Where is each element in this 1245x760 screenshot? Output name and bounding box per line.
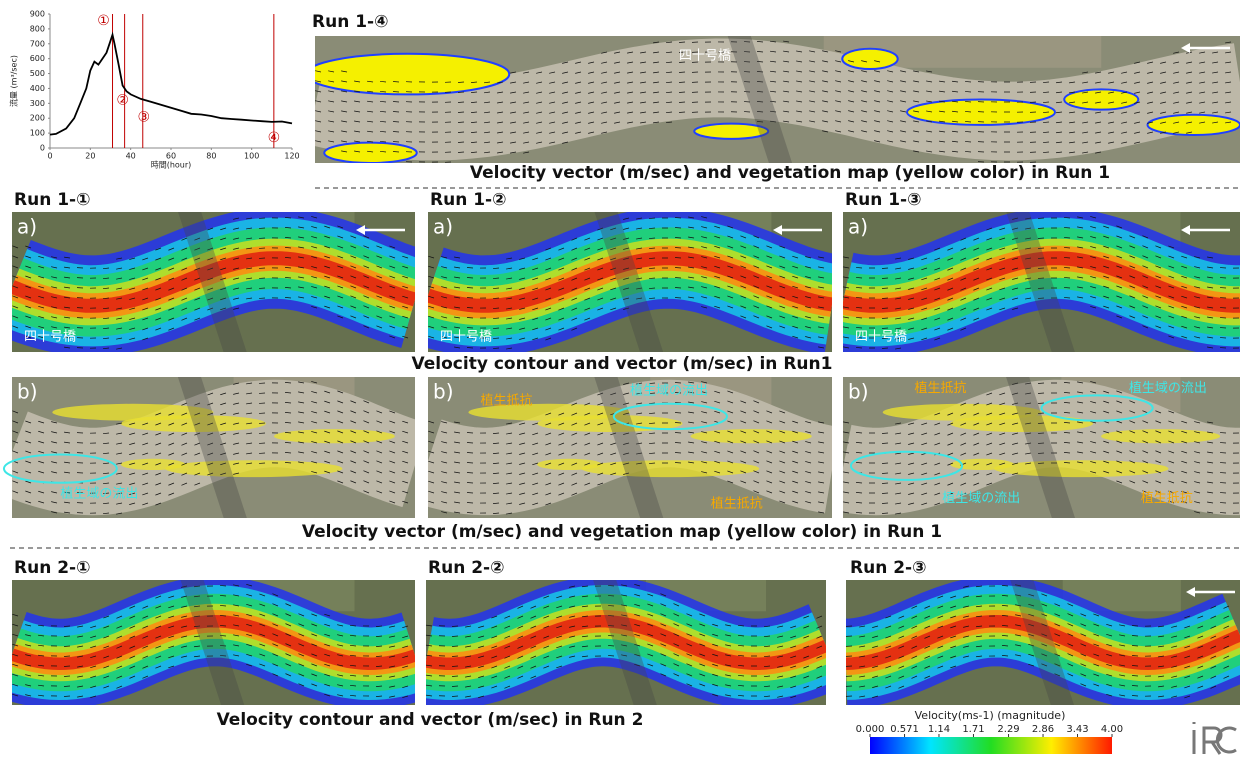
annotation: 植生域の流出 (1129, 381, 1207, 396)
map-panel (12, 358, 415, 537)
colorbar-tick-label: 0.000 (856, 724, 885, 735)
y-tick-label: 900 (30, 10, 45, 19)
event-label: ② (116, 92, 129, 108)
event-label: ③ (137, 109, 150, 125)
x-tick-label: 100 (244, 152, 259, 161)
annotation: 植生抵抗 (914, 381, 966, 396)
panel-letter: a) (433, 215, 453, 239)
bridge-label: 四十号橋 (440, 330, 492, 345)
figure: 0 100 200 300 400 500 600 700 800 900 0 20 40 60 80 100… (0, 0, 1245, 760)
y-tick-label: 300 (30, 99, 45, 108)
y-tick-label: 400 (30, 84, 45, 93)
colorbar-tick-label: 2.29 (997, 724, 1019, 735)
annotation: 植生域の流出 (630, 384, 708, 399)
panel-letter: b) (848, 380, 869, 404)
x-tick-label: 120 (284, 152, 299, 161)
vegetation (1064, 89, 1138, 109)
discharge-line (50, 35, 292, 135)
colorbar-tick-label: 4.00 (1101, 724, 1123, 735)
x-tick-label: 60 (166, 152, 176, 161)
bridge-label: 四十号橋 (679, 49, 731, 64)
map-panel (846, 561, 1240, 725)
y-axis-label: 流量 (m³/sec) (9, 55, 19, 107)
x-tick-label: 40 (126, 152, 136, 161)
bridge-label: 四十号橋 (855, 330, 907, 345)
panel-title: Run 1-② (430, 190, 507, 210)
caption: Velocity vector (m/sec) and vegetation m… (302, 522, 942, 542)
panel-title: Run 1-① (14, 190, 91, 210)
caption: Velocity contour and vector (m/sec) in R… (412, 354, 833, 374)
y-tick-label: 0 (40, 144, 45, 153)
panel-letter: a) (17, 215, 37, 239)
caption: Velocity vector (m/sec) and vegetation m… (470, 163, 1110, 183)
x-axis-label: 時間(hour) (151, 161, 192, 170)
y-tick-label: 500 (30, 69, 45, 78)
colorbar-tick-label: 0.571 (890, 724, 919, 735)
colorbar-tick-label: 3.43 (1066, 724, 1088, 735)
y-tick-label: 700 (30, 39, 45, 48)
colorbar (870, 737, 1112, 754)
annotation: 植生域の流出 (942, 491, 1020, 506)
panel-letter: a) (848, 215, 868, 239)
colorbar-tick-label: 2.86 (1032, 724, 1054, 735)
colorbar-tick-label: 1.71 (962, 724, 984, 735)
panel-letter: b) (433, 380, 454, 404)
panel-title: Run 2-② (428, 558, 505, 578)
vegetation (324, 143, 417, 163)
caption: Velocity contour and vector (m/sec) in R… (217, 710, 644, 730)
logo (1194, 722, 1236, 754)
map-panel (843, 193, 1240, 371)
panel-title: Run 1-③ (845, 190, 922, 210)
bridge-label: 四十号橋 (24, 330, 76, 345)
annotation: 植生抵抗 (1141, 491, 1193, 506)
y-tick-label: 200 (30, 114, 45, 123)
annotation: 植生域の流出 (60, 487, 138, 502)
map-panel (428, 193, 832, 371)
event-label: ① (97, 13, 110, 29)
map-panel (12, 561, 415, 725)
panel-title: Run 2-① (14, 558, 91, 578)
panel-title: Run 2-③ (850, 558, 927, 578)
colorbar-tick-label: 1.14 (928, 724, 950, 735)
x-tick-label: 80 (206, 152, 216, 161)
annotation: 植生抵抗 (481, 393, 533, 408)
hydrograph: 0 100 200 300 400 500 600 700 800 900 0 20 40 60 80 100… (9, 10, 300, 170)
y-tick-label: 600 (30, 54, 45, 63)
colorbar-title: Velocity(ms-1) (magnitude) (915, 709, 1066, 722)
x-tick-label: 20 (85, 152, 95, 161)
y-tick-label: 800 (30, 24, 45, 33)
panel-title: Run 1-④ (312, 12, 389, 32)
x-tick-label: 0 (47, 152, 52, 161)
vegetation (1148, 115, 1241, 135)
map-panel (426, 561, 826, 725)
y-tick-label: 100 (30, 129, 45, 138)
event-label: ④ (268, 130, 281, 146)
vegetation (306, 54, 510, 95)
map-panel (12, 193, 415, 371)
vegetation (842, 49, 898, 69)
vegetation (1101, 429, 1220, 443)
annotation: 植生抵抗 (711, 496, 763, 511)
panel-letter: b) (17, 380, 38, 404)
